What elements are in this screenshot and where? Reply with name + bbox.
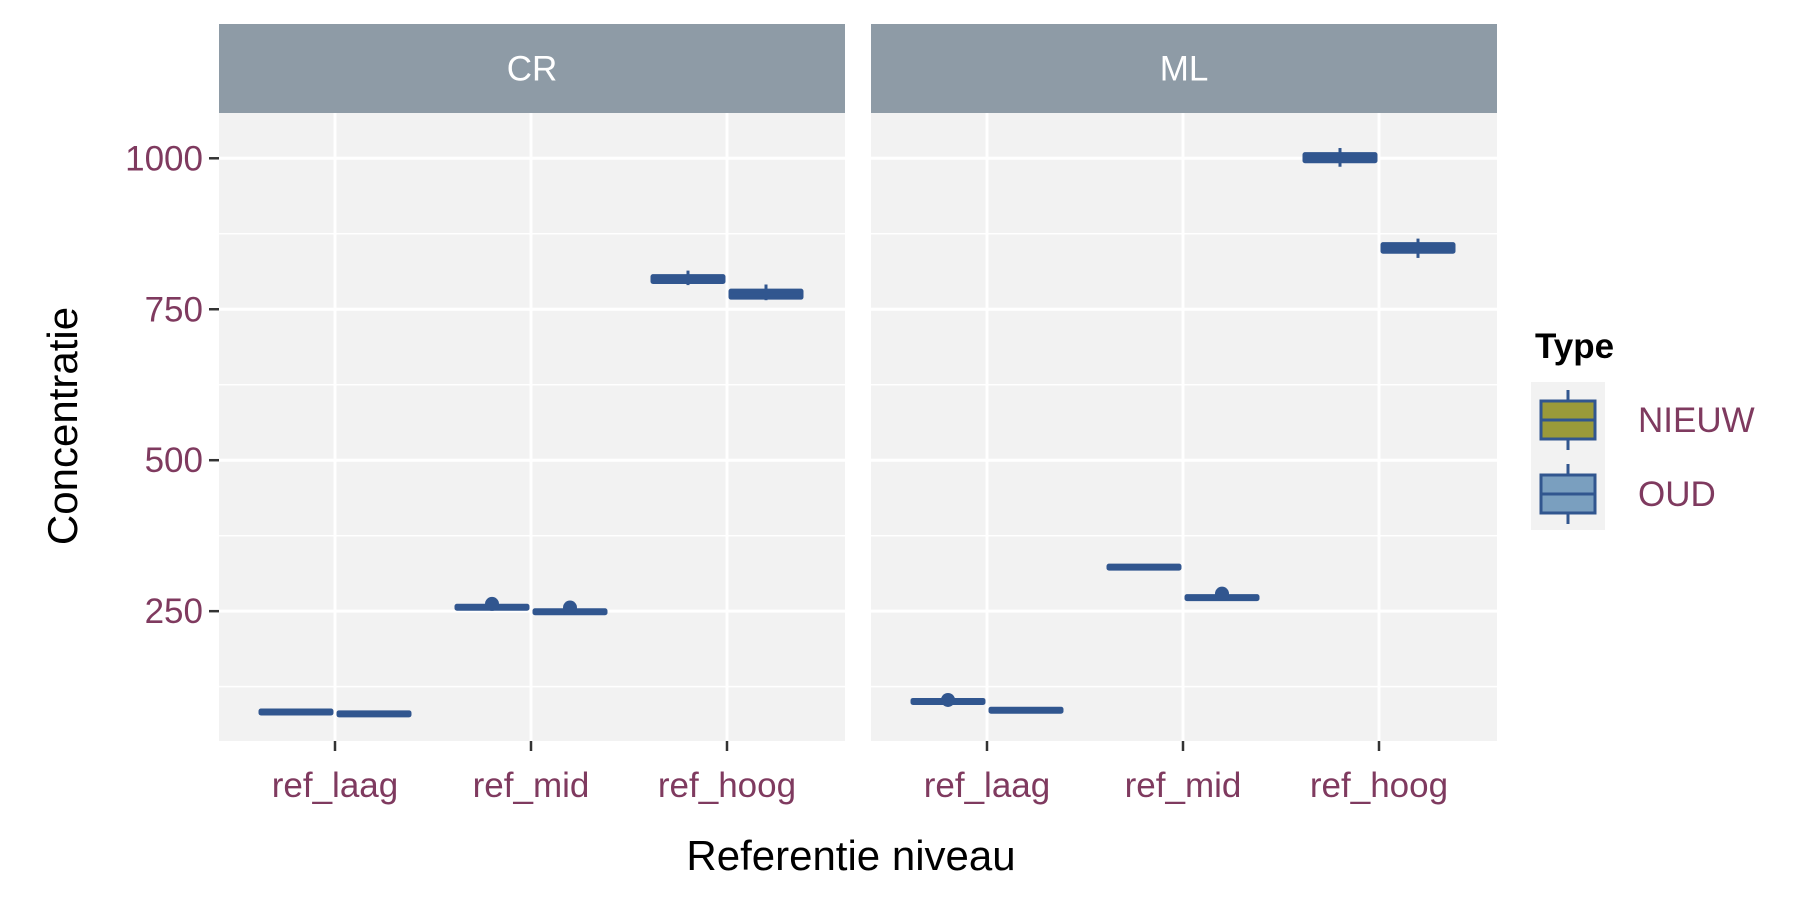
- panel-cr: CR ref_laag ref_mid ref_hoog: [219, 24, 845, 805]
- x-axis-title: Referentie niveau: [686, 832, 1015, 879]
- x-tick-label: ref_hoog: [658, 766, 796, 805]
- box-nieuw-ref_hoog: [650, 270, 726, 286]
- facet-strip-label: CR: [507, 50, 558, 89]
- y-axis: 250 500 750 1000: [125, 139, 219, 631]
- x-tick-label: ref_laag: [924, 766, 1050, 805]
- outlier-point: [563, 600, 577, 615]
- legend-key-nieuw: NIEUW: [1539, 390, 1755, 450]
- y-tick-label: 250: [145, 592, 203, 631]
- x-tick-label: ref_hoog: [1310, 766, 1448, 805]
- facet-strip: [871, 24, 1497, 113]
- outlier-point: [941, 692, 955, 707]
- x-tick-label: ref_mid: [473, 766, 590, 805]
- legend-label: NIEUW: [1638, 401, 1755, 440]
- box-oud-ref_mid: [532, 600, 608, 616]
- box-nieuw-ref_laag: [910, 692, 986, 707]
- y-tick-label: 750: [145, 290, 203, 329]
- x-tick-label: ref_mid: [1125, 766, 1242, 805]
- facet-strip-label: ML: [1160, 50, 1209, 89]
- legend-label: OUD: [1638, 475, 1716, 514]
- box-oud-ref_hoog: [728, 284, 804, 301]
- y-tick-label: 500: [145, 441, 203, 480]
- panel-ml: ML ref_laag ref_mid ref_hoog: [871, 24, 1497, 805]
- box-oud-ref_laag: [336, 710, 412, 718]
- box-nieuw-ref_mid: [454, 596, 530, 611]
- box-nieuw-ref_laag: [258, 708, 334, 716]
- box-nieuw-ref_mid: [1106, 563, 1182, 571]
- facet-strip: [219, 24, 845, 113]
- box-nieuw-ref_hoog: [1302, 148, 1378, 167]
- legend-keys: NIEUW OUD: [1539, 390, 1755, 524]
- outlier-point: [1215, 586, 1229, 601]
- box-oud-ref_laag: [988, 706, 1064, 714]
- legend-key-oud: OUD: [1539, 464, 1716, 524]
- legend-title: Type: [1535, 327, 1614, 366]
- y-axis-title: Concentratie: [39, 307, 86, 545]
- outlier-point: [485, 596, 499, 611]
- x-tick-label: ref_laag: [272, 766, 398, 805]
- box-oud-ref_hoog: [1380, 238, 1456, 258]
- legend: Type NIEUW OUD: [1531, 327, 1755, 530]
- y-tick-label: 1000: [125, 139, 203, 178]
- panels-layer: CR ref_laag ref_mid ref_hoog ML ref_laag ref_m…: [219, 24, 1497, 805]
- box-oud-ref_mid: [1184, 586, 1260, 602]
